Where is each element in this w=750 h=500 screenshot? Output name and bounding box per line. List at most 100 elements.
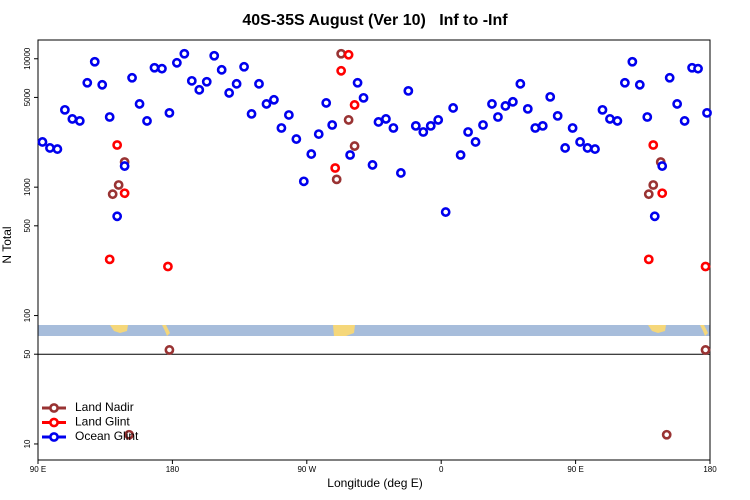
scatter-point xyxy=(37,137,48,147)
scatter-point xyxy=(343,49,354,60)
scatter-point xyxy=(239,61,249,72)
scatter-point xyxy=(67,114,78,124)
scatter-point xyxy=(194,84,205,95)
scatter-point xyxy=(224,88,235,98)
scatter-point xyxy=(381,114,391,124)
scatter-point xyxy=(500,101,511,111)
scatter-point xyxy=(52,144,63,154)
scatter-point xyxy=(642,112,653,122)
scatter-point xyxy=(537,120,548,131)
plot-frame xyxy=(37,39,711,461)
scatter-point xyxy=(590,144,600,154)
y-tick-label: 100 xyxy=(23,308,32,322)
scatter-point xyxy=(634,79,645,90)
scatter-point xyxy=(97,79,108,90)
chart-title: 40S-35S August (Ver 10) Inf to -Inf xyxy=(242,12,508,29)
scatter-point xyxy=(45,143,55,153)
scatter-point xyxy=(74,116,85,126)
scatter-point xyxy=(201,76,212,87)
scatter-point xyxy=(157,63,167,74)
scatter-point xyxy=(605,114,615,124)
scatter-point xyxy=(254,78,264,89)
scatter-point xyxy=(425,120,436,131)
scatter-point xyxy=(418,127,429,137)
scatter-point xyxy=(388,123,399,133)
scatter-point xyxy=(545,91,556,102)
scatter-point xyxy=(478,120,488,130)
scatter-point xyxy=(343,115,354,125)
scatter-point xyxy=(515,78,526,89)
x-tick-label: 180 xyxy=(703,465,717,474)
y-tick-label: 10 xyxy=(23,439,32,448)
y-tick-label: 50 xyxy=(23,349,32,358)
scatter-point xyxy=(119,188,130,199)
scatter-point xyxy=(493,112,503,122)
x-tick-label: 90 W xyxy=(297,465,316,474)
legend-marker xyxy=(49,403,59,413)
scatter-point xyxy=(336,65,347,76)
map-strip xyxy=(38,325,710,336)
scatter-point xyxy=(702,107,712,118)
scatter-point xyxy=(276,123,287,133)
scatter-point xyxy=(507,96,518,107)
scatter-point xyxy=(291,134,302,144)
scatter-point xyxy=(455,150,466,160)
scatter-point xyxy=(463,127,473,137)
y-tick-label: 10000 xyxy=(23,47,32,70)
scatter-point xyxy=(567,123,578,133)
scatter-point xyxy=(395,168,406,178)
scatter-point xyxy=(648,140,659,150)
scatter-point xyxy=(246,109,257,119)
scatter-point xyxy=(522,103,533,114)
scatter-point xyxy=(575,137,585,147)
scatter-point xyxy=(433,115,444,125)
scatter-point xyxy=(179,48,190,59)
scatter-point xyxy=(679,116,690,126)
scatter-point xyxy=(119,161,130,171)
scatter-point xyxy=(163,261,173,272)
scatter-point xyxy=(231,78,242,89)
scatter-point xyxy=(331,174,342,185)
scatter-point xyxy=(171,57,182,68)
scatter-point xyxy=(269,94,279,105)
x-tick-label: 90 E xyxy=(30,465,46,474)
scatter-point xyxy=(700,261,711,272)
scatter-point xyxy=(657,188,668,199)
scatter-point xyxy=(700,345,711,355)
y-tick-label: 1000 xyxy=(23,178,32,196)
scatter-point xyxy=(560,143,571,153)
scatter-point xyxy=(582,143,593,153)
legend-label: Land Glint xyxy=(75,415,130,429)
scatter-point xyxy=(627,56,638,67)
scatter-point xyxy=(142,116,152,126)
y-axis-label: N Total xyxy=(0,226,14,263)
scatter-point xyxy=(530,123,541,133)
scatter-point xyxy=(657,161,668,171)
scatter-point xyxy=(321,98,332,108)
scatter-point xyxy=(661,429,672,440)
scatter-point xyxy=(134,99,145,109)
scatter-point xyxy=(643,189,654,200)
scatter-point xyxy=(107,189,118,200)
scatter-point xyxy=(164,107,175,118)
scatter-point xyxy=(367,160,378,170)
scatter-point xyxy=(440,207,451,217)
scatter-point xyxy=(648,180,659,190)
scatter-point xyxy=(216,64,227,75)
scatter-point xyxy=(89,56,100,67)
scatter-point xyxy=(112,140,123,150)
scatter-point xyxy=(470,137,481,147)
scatter-point xyxy=(597,104,608,115)
scatter-point xyxy=(59,104,70,115)
scatter-point xyxy=(410,120,421,131)
scatter-point xyxy=(619,77,630,88)
x-axis-label: Longitude (deg E) xyxy=(327,476,422,490)
legend-label: Land Nadir xyxy=(75,400,134,414)
x-tick-label: 0 xyxy=(439,465,444,474)
legend-marker xyxy=(49,432,59,442)
scatter-point xyxy=(552,110,563,121)
scatter-point xyxy=(403,85,414,96)
scatter-point xyxy=(612,116,623,126)
scatter-point xyxy=(306,149,317,159)
scatter-point xyxy=(664,72,675,83)
